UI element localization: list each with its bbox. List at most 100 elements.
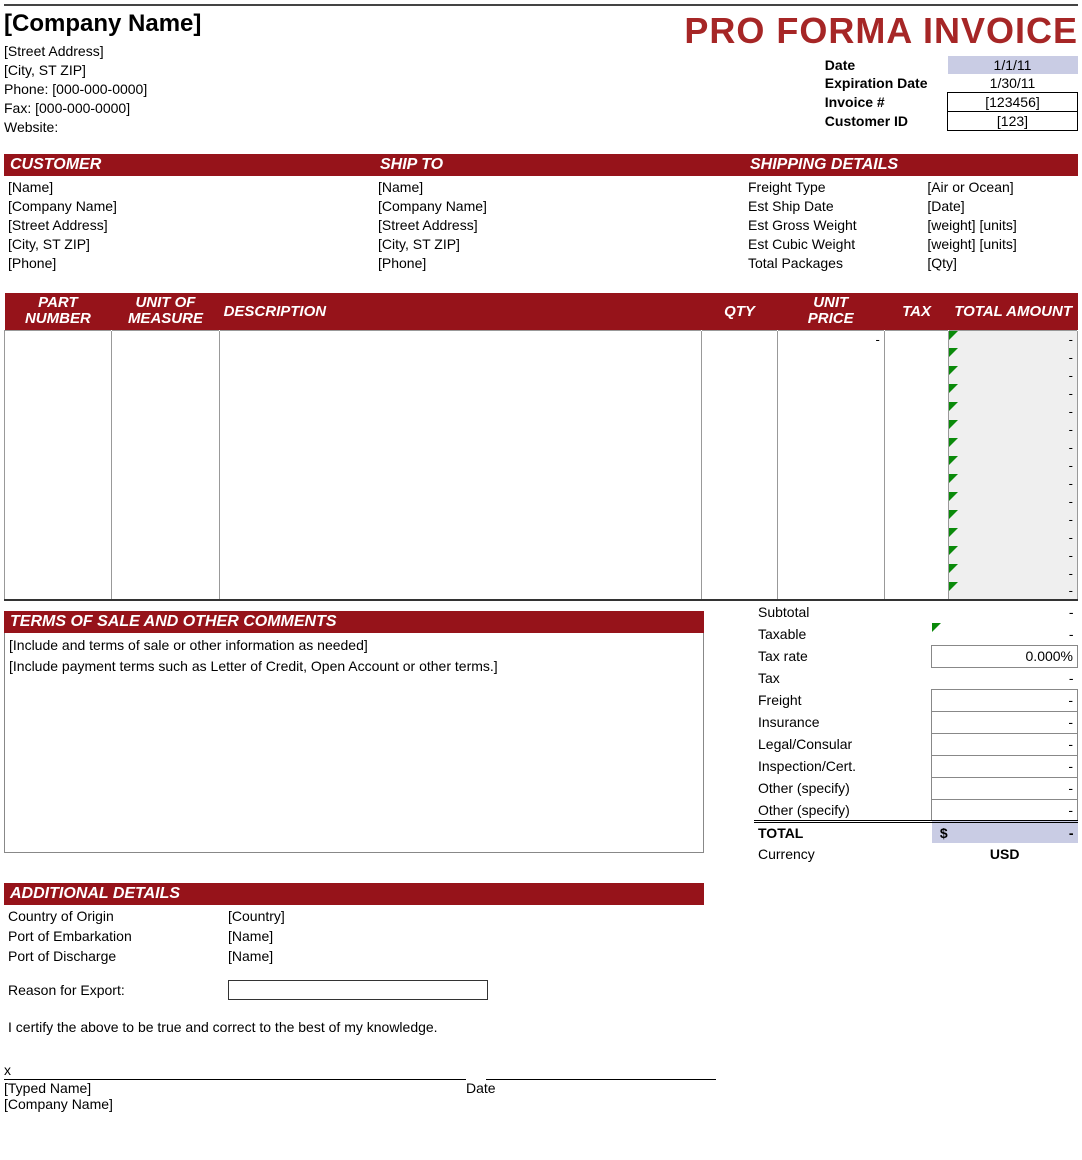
reason-input[interactable] bbox=[228, 980, 488, 1000]
item-total-cell[interactable]: - bbox=[949, 492, 1078, 510]
item-cell[interactable] bbox=[702, 510, 777, 528]
item-cell[interactable] bbox=[112, 564, 219, 582]
item-cell[interactable] bbox=[219, 438, 702, 456]
inv-value[interactable]: [123456] bbox=[948, 93, 1078, 112]
item-cell[interactable] bbox=[112, 348, 219, 366]
item-cell[interactable] bbox=[112, 456, 219, 474]
item-cell[interactable] bbox=[5, 420, 112, 438]
item-cell[interactable] bbox=[112, 474, 219, 492]
item-cell[interactable] bbox=[5, 546, 112, 564]
item-cell[interactable] bbox=[5, 528, 112, 546]
item-row[interactable]: - bbox=[5, 420, 1078, 438]
item-cell[interactable] bbox=[702, 384, 777, 402]
item-cell[interactable] bbox=[5, 330, 112, 348]
item-tax-cell[interactable] bbox=[884, 528, 948, 546]
item-cell[interactable] bbox=[112, 546, 219, 564]
freight-value[interactable]: - bbox=[932, 689, 1078, 711]
item-row[interactable]: - bbox=[5, 474, 1078, 492]
item-cell[interactable] bbox=[112, 384, 219, 402]
item-row[interactable]: - bbox=[5, 438, 1078, 456]
item-cell[interactable] bbox=[702, 546, 777, 564]
item-row[interactable]: - bbox=[5, 564, 1078, 582]
item-tax-cell[interactable] bbox=[884, 348, 948, 366]
item-cell[interactable] bbox=[219, 510, 702, 528]
item-cell[interactable] bbox=[219, 456, 702, 474]
item-cell[interactable] bbox=[777, 492, 884, 510]
signature-line[interactable] bbox=[16, 1062, 466, 1080]
item-cell[interactable] bbox=[5, 564, 112, 582]
item-row[interactable]: - bbox=[5, 582, 1078, 600]
item-total-cell[interactable]: - bbox=[949, 348, 1078, 366]
item-tax-cell[interactable] bbox=[884, 384, 948, 402]
item-tax-cell[interactable] bbox=[884, 492, 948, 510]
item-cell[interactable] bbox=[702, 492, 777, 510]
item-cell[interactable] bbox=[219, 402, 702, 420]
item-cell[interactable] bbox=[112, 330, 219, 348]
other2-value[interactable]: - bbox=[932, 799, 1078, 821]
item-cell[interactable] bbox=[777, 438, 884, 456]
item-cell[interactable] bbox=[702, 582, 777, 600]
item-cell[interactable] bbox=[777, 528, 884, 546]
item-tax-cell[interactable] bbox=[884, 402, 948, 420]
item-cell[interactable] bbox=[112, 582, 219, 600]
item-cell[interactable] bbox=[777, 384, 884, 402]
item-cell[interactable] bbox=[702, 420, 777, 438]
item-cell[interactable] bbox=[219, 582, 702, 600]
item-cell[interactable] bbox=[5, 510, 112, 528]
item-cell[interactable] bbox=[5, 438, 112, 456]
taxrate-value[interactable]: 0.000% bbox=[932, 645, 1078, 667]
item-total-cell[interactable]: - bbox=[949, 366, 1078, 384]
item-cell[interactable] bbox=[702, 474, 777, 492]
item-cell[interactable] bbox=[5, 402, 112, 420]
item-cell[interactable] bbox=[777, 366, 884, 384]
item-total-cell[interactable]: - bbox=[949, 330, 1078, 348]
item-cell[interactable] bbox=[112, 402, 219, 420]
item-row[interactable]: - bbox=[5, 384, 1078, 402]
item-cell[interactable] bbox=[777, 564, 884, 582]
item-cell[interactable] bbox=[5, 582, 112, 600]
item-cell[interactable] bbox=[5, 474, 112, 492]
item-tax-cell[interactable] bbox=[884, 564, 948, 582]
item-cell[interactable] bbox=[112, 528, 219, 546]
item-cell[interactable] bbox=[777, 510, 884, 528]
item-cell[interactable] bbox=[219, 384, 702, 402]
item-cell[interactable] bbox=[777, 456, 884, 474]
item-total-cell[interactable]: - bbox=[949, 474, 1078, 492]
item-cell[interactable] bbox=[702, 456, 777, 474]
item-cell[interactable] bbox=[5, 366, 112, 384]
item-tax-cell[interactable] bbox=[884, 366, 948, 384]
item-total-cell[interactable]: - bbox=[949, 402, 1078, 420]
item-cell[interactable] bbox=[112, 492, 219, 510]
item-cell[interactable] bbox=[777, 546, 884, 564]
item-cell[interactable] bbox=[219, 330, 702, 348]
item-cell[interactable] bbox=[702, 528, 777, 546]
item-cell[interactable] bbox=[219, 420, 702, 438]
item-tax-cell[interactable] bbox=[884, 330, 948, 348]
item-row[interactable]: - bbox=[5, 348, 1078, 366]
insp-value[interactable]: - bbox=[932, 755, 1078, 777]
item-row[interactable]: - bbox=[5, 546, 1078, 564]
item-cell[interactable] bbox=[702, 366, 777, 384]
item-cell[interactable] bbox=[219, 492, 702, 510]
item-cell[interactable]: - bbox=[777, 330, 884, 348]
item-row[interactable]: - bbox=[5, 402, 1078, 420]
cust-value[interactable]: [123] bbox=[948, 112, 1078, 131]
date-value[interactable]: 1/1/11 bbox=[948, 56, 1078, 74]
date-line[interactable] bbox=[486, 1062, 716, 1080]
item-tax-cell[interactable] bbox=[884, 456, 948, 474]
item-cell[interactable] bbox=[5, 456, 112, 474]
item-cell[interactable] bbox=[5, 384, 112, 402]
item-cell[interactable] bbox=[777, 402, 884, 420]
terms-body[interactable]: [Include and terms of sale or other info… bbox=[4, 633, 704, 853]
item-cell[interactable] bbox=[112, 420, 219, 438]
item-cell[interactable] bbox=[219, 474, 702, 492]
item-row[interactable]: - bbox=[5, 492, 1078, 510]
exp-value[interactable]: 1/30/11 bbox=[948, 74, 1078, 93]
item-tax-cell[interactable] bbox=[884, 420, 948, 438]
item-cell[interactable] bbox=[112, 366, 219, 384]
item-tax-cell[interactable] bbox=[884, 582, 948, 600]
item-cell[interactable] bbox=[702, 564, 777, 582]
ins-value[interactable]: - bbox=[932, 711, 1078, 733]
item-cell[interactable] bbox=[219, 564, 702, 582]
item-cell[interactable] bbox=[5, 492, 112, 510]
